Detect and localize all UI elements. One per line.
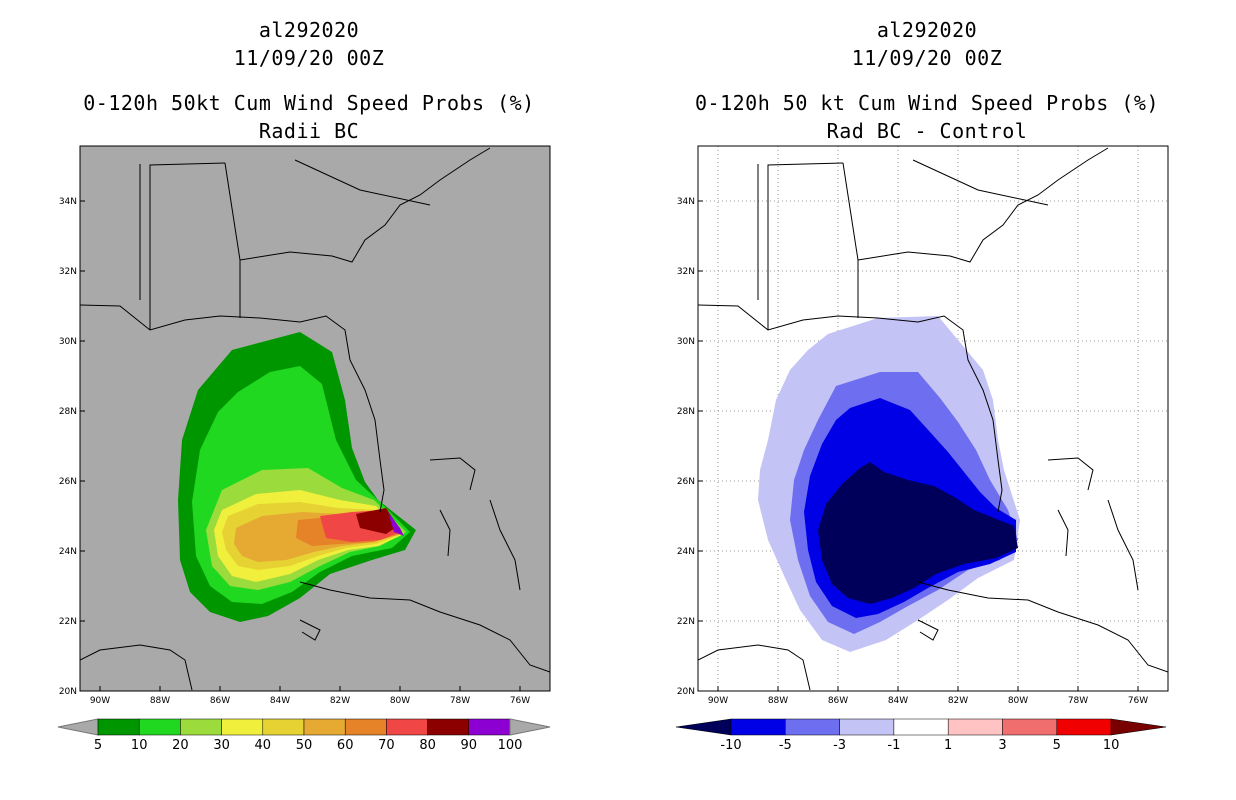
colorbar-low-arrow [676, 719, 731, 735]
colorbar-label: 30 [213, 738, 230, 753]
lat-label: 20N [677, 687, 695, 697]
lat-label: 22N [59, 617, 77, 627]
colorbar-swatch [731, 719, 785, 735]
colorbar-label: 20 [172, 738, 189, 753]
lon-label: 84W [270, 696, 290, 706]
colorbar-label: -5 [779, 738, 792, 753]
lon-label: 88W [150, 696, 170, 706]
lat-label: 30N [677, 337, 695, 347]
lat-label: 34N [677, 197, 695, 207]
colorbar-swatch [1003, 719, 1057, 735]
lat-label: 20N [59, 687, 77, 697]
colorbar-label: 50 [296, 738, 313, 753]
colorbar-high-arrow [1111, 719, 1166, 735]
lat-label: 32N [59, 267, 77, 277]
lon-label: 90W [708, 696, 728, 706]
lon-label: 80W [390, 696, 410, 706]
colorbar-swatch [469, 719, 510, 735]
lat-label: 32N [677, 267, 695, 277]
colorbar-high-arrow [510, 719, 550, 735]
colorbar-label: -3 [833, 738, 846, 753]
probability-map: 90W 88W 86W 84W 82W 80W 78W 76W 20N 22N 24N 26N 28N… [0, 0, 618, 800]
colorbar-swatch [222, 719, 263, 735]
lon-label: 80W [1008, 696, 1028, 706]
lat-label: 26N [677, 477, 695, 487]
lon-label: 86W [210, 696, 230, 706]
colorbar-label: 40 [255, 738, 272, 753]
colorbar-swatch [304, 719, 345, 735]
lat-label: 34N [59, 197, 77, 207]
lon-label: 82W [948, 696, 968, 706]
lon-label: 78W [1068, 696, 1088, 706]
lat-label: 24N [59, 547, 77, 557]
colorbar-swatch [840, 719, 894, 735]
colorbar-swatch [894, 719, 948, 735]
colorbar-swatch [180, 719, 221, 735]
colorbar-swatch [263, 719, 304, 735]
colorbar-swatch [1057, 719, 1111, 735]
lon-label: 78W [450, 696, 470, 706]
right-panel: al292020 11/09/20 00Z 0-120h 50 kt Cum W… [618, 0, 1236, 800]
lat-label: 24N [677, 547, 695, 557]
colorbar-label: 5 [1053, 738, 1061, 753]
colorbar-swatch [785, 719, 839, 735]
lat-label: 22N [677, 617, 695, 627]
colorbar-label: 100 [498, 738, 523, 753]
left-panel: al292020 11/09/20 00Z 0-120h 50kt Cum Wi… [0, 0, 618, 800]
colorbar-label: 90 [461, 738, 478, 753]
colorbar-swatch [428, 719, 469, 735]
colorbar-label: 1 [944, 738, 952, 753]
colorbar-label: 3 [998, 738, 1006, 753]
difference-map: 90W 88W 86W 84W 82W 80W 78W 76W 20N 22N 24N 26N 28N… [618, 0, 1236, 800]
colorbar-label: 10 [1103, 738, 1120, 753]
colorbar-swatch [948, 719, 1002, 735]
lon-label: 84W [888, 696, 908, 706]
lon-label: 88W [768, 696, 788, 706]
colorbar-label: 70 [378, 738, 395, 753]
lon-label: 82W [330, 696, 350, 706]
lat-label: 28N [59, 407, 77, 417]
colorbar-label: 5 [94, 738, 102, 753]
colorbar-swatch [345, 719, 386, 735]
colorbar-label: 80 [419, 738, 436, 753]
colorbar-label: 60 [337, 738, 354, 753]
colorbar-swatch [139, 719, 180, 735]
lat-label: 30N [59, 337, 77, 347]
colorbar-label: -1 [887, 738, 900, 753]
colorbar-low-arrow [58, 719, 98, 735]
colorbar-swatch [386, 719, 427, 735]
lon-label: 76W [1128, 696, 1148, 706]
lat-label: 28N [677, 407, 695, 417]
colorbar: -10 -5 -3 -1 1 3 5 10 [676, 719, 1166, 753]
lon-label: 90W [90, 696, 110, 706]
lon-label: 76W [510, 696, 530, 706]
lat-label: 26N [59, 477, 77, 487]
colorbar-swatch [98, 719, 139, 735]
colorbar-label: -10 [720, 738, 741, 753]
colorbar: 5 10 20 30 40 50 60 70 80 90 100 [58, 719, 550, 753]
colorbar-label: 10 [131, 738, 148, 753]
lon-label: 86W [828, 696, 848, 706]
